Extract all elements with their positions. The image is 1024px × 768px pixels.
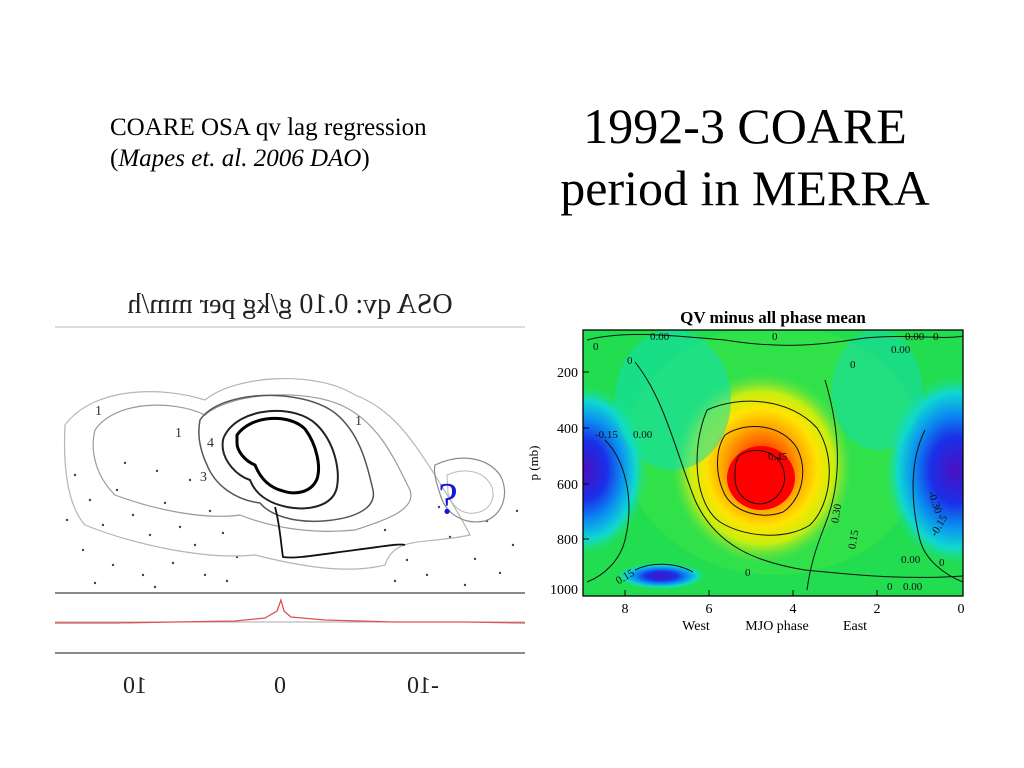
- qv-y-tick-800: 800: [557, 533, 578, 548]
- qv-x-tick-6: 6: [706, 602, 713, 617]
- qv-contour-label: 0: [745, 567, 751, 579]
- osa-question-mark: ?: [438, 474, 458, 523]
- osa-contour-label-4: 1: [355, 414, 362, 429]
- qv-x-tick-0: 0: [958, 602, 965, 617]
- qv-contour-label: 0: [850, 359, 856, 371]
- osa-stipple: [65, 461, 519, 589]
- caption-citation: Mapes et. al. 2006 DAO: [118, 145, 362, 172]
- slide-title-line1: 1992-3 COARE: [583, 98, 907, 154]
- qv-contour-label: 0.00: [903, 581, 923, 593]
- osa-x-tick-0: 0: [274, 673, 286, 699]
- qv-y-axis-label: p (mb): [526, 445, 541, 480]
- qv-contour-label: 0.00: [901, 554, 921, 566]
- osa-rainfall-curve: [55, 597, 525, 624]
- qv-x-sublabel-mjo-phase: MJO phase: [745, 619, 808, 634]
- osa-contour-label-3: 1: [175, 426, 182, 441]
- qv-x-tick-4: 4: [790, 602, 797, 617]
- osa-x-tick-10: 10: [123, 673, 147, 699]
- qv-anomaly-figure: QV minus all phase mean 0.00 0 0 0 0.00 …: [526, 308, 965, 634]
- osa-contour-label-5: 3: [200, 470, 207, 485]
- qv-x-tick-2: 2: [874, 602, 881, 617]
- slide-title-line2: period in MERRA: [560, 160, 930, 216]
- qv-contour-label: 0.00: [650, 331, 670, 343]
- qv-contour-label: 0.00: [891, 344, 911, 356]
- qv-x-sublabel-east: East: [843, 619, 867, 634]
- qv-contour-label: 0: [593, 341, 599, 353]
- qv-contour-label: -0.15: [595, 429, 618, 441]
- qv-y-tick-200: 200: [557, 366, 578, 381]
- qv-y-tick-400: 400: [557, 422, 578, 437]
- qv-y-ticks: 200 400 600 800 1000: [550, 366, 578, 598]
- osa-regression-figure: OSA qv: 0.10 g/kg per mm/h ? 4 1 1 1 3 1…: [55, 289, 525, 699]
- caption-prefix: COARE OSA qv lag regression (: [110, 114, 427, 172]
- qv-x-sublabels: West MJO phase East: [682, 619, 867, 634]
- qv-contour-label: 0.30: [829, 503, 844, 525]
- slide-title: 1992-3 COARE period in MERRA: [505, 95, 985, 219]
- qv-x-tick-8: 8: [622, 602, 629, 617]
- qv-x-ticks: 8 6 4 2 0: [622, 602, 965, 617]
- qv-contour-label: 0.15: [846, 529, 861, 551]
- qv-contour-label: 0: [933, 331, 939, 343]
- osa-mirrored-title: OSA qv: 0.10 g/kg per mm/h: [127, 289, 452, 320]
- caption-suffix: ): [361, 145, 370, 172]
- osa-contours: [63, 377, 506, 570]
- qv-plot-title: QV minus all phase mean: [680, 308, 866, 327]
- qv-contour-label: 0.45: [768, 451, 788, 463]
- qv-y-tick-1000: 1000: [550, 583, 578, 598]
- osa-x-tick-minus10: -10: [407, 673, 439, 699]
- osa-contour-label-1: 4: [207, 436, 214, 451]
- qv-y-tick-600: 600: [557, 478, 578, 493]
- qv-contour-label: 0.00: [633, 429, 653, 441]
- qv-x-sublabel-west: West: [682, 619, 710, 634]
- qv-contour-label: 0: [939, 557, 945, 569]
- qv-contour-label: 0: [887, 581, 893, 593]
- qv-contour-fill: [583, 330, 963, 596]
- qv-contour-label: 0: [772, 331, 778, 343]
- qv-contour-label: 0.00: [905, 331, 925, 343]
- qv-contour-label: 0: [627, 355, 633, 367]
- osa-contour-label-2: 1: [95, 404, 102, 419]
- figure-caption: COARE OSA qv lag regression (Mapes et. a…: [110, 112, 430, 174]
